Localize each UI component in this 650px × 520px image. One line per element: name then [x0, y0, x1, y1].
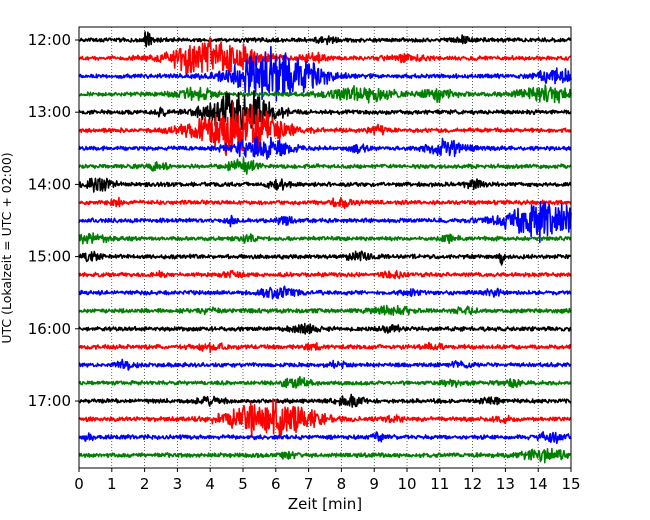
x-tick-label: 12	[463, 475, 482, 493]
x-tick-label: 0	[74, 475, 84, 493]
trace-1400	[78, 177, 572, 193]
trace-1600	[78, 322, 572, 335]
trace-1200	[78, 31, 572, 48]
x-tick-label: 14	[529, 475, 548, 493]
trace-1530	[78, 285, 572, 300]
y-tick-label: 17:00	[28, 392, 71, 410]
trace-1615	[78, 341, 572, 353]
y-tick-label: 12:00	[28, 31, 71, 49]
x-tick-label: 5	[238, 475, 248, 493]
trace-1700	[78, 393, 572, 408]
x-tick-label: 15	[561, 475, 580, 493]
x-tick-label: 4	[205, 475, 215, 493]
trace-1245	[78, 84, 572, 104]
trace-1545	[78, 304, 572, 316]
trace-1215	[78, 37, 572, 75]
y-tick-label: 14:00	[28, 175, 71, 193]
trace-1430	[78, 200, 572, 243]
x-tick-label: 8	[337, 475, 347, 493]
x-tick-label: 1	[107, 475, 117, 493]
trace-1630	[78, 358, 572, 371]
trace-1730	[78, 431, 572, 445]
y-tick-label: 16:00	[28, 320, 71, 338]
x-tick-label: 13	[496, 475, 515, 493]
x-axis-ticks: 0 1 2 3 4 5 6 7 8 9 10 11 12 13 14 15	[74, 468, 581, 493]
x-tick-label: 9	[369, 475, 379, 493]
seismogram-traces	[78, 31, 572, 464]
trace-1500	[78, 250, 572, 266]
x-tick-label: 11	[430, 475, 449, 493]
plot-area	[79, 27, 571, 468]
x-tick-label: 7	[304, 475, 314, 493]
trace-1515	[78, 269, 572, 280]
trace-1415	[78, 196, 572, 209]
x-tick-label: 2	[140, 475, 150, 493]
trace-1230	[78, 45, 572, 102]
y-axis-label: UTC (Lokalzeit = UTC + 02:00)	[0, 152, 14, 343]
trace-1645	[78, 375, 572, 389]
x-axis-label: Zeit [min]	[288, 495, 362, 513]
trace-1315	[78, 101, 572, 157]
y-tick-label: 13:00	[28, 103, 71, 121]
trace-1330	[78, 135, 572, 160]
trace-1745	[78, 447, 572, 464]
y-axis-ticks: 12:00 13:00 14:00 15:00 16:00 17:00	[28, 31, 79, 410]
trace-1300	[78, 90, 572, 131]
trace-1345	[78, 157, 572, 175]
x-tick-label: 10	[397, 475, 416, 493]
plot-frame	[78, 26, 572, 469]
trace-1445	[78, 232, 572, 245]
trace-1715	[78, 398, 572, 440]
x-tick-label: 6	[271, 475, 281, 493]
x-tick-label: 3	[173, 475, 183, 493]
y-tick-label: 15:00	[28, 248, 71, 266]
